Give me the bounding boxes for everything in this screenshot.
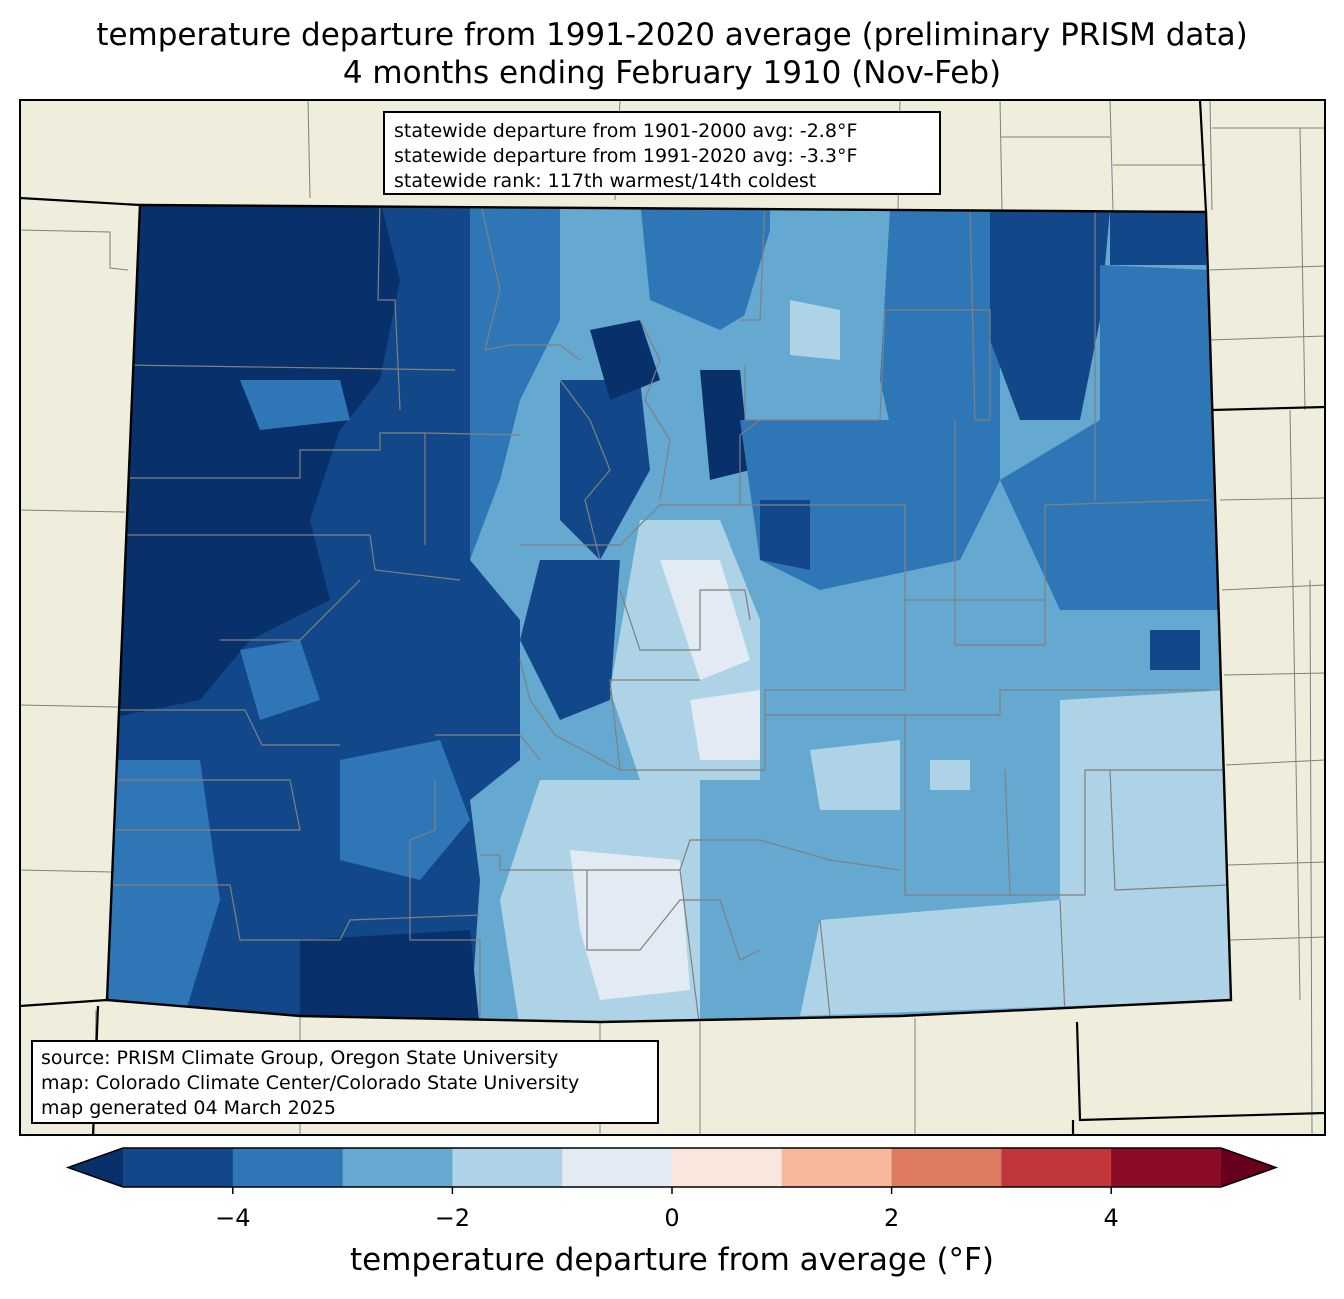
map-axes-frame <box>19 99 1326 1136</box>
colorbar-segment <box>891 1148 1002 1187</box>
colorbar-segment <box>123 1148 234 1187</box>
map-title-line1: temperature departure from 1991-2020 ave… <box>96 17 1248 53</box>
colorbar <box>65 1147 1279 1194</box>
colorbar-segment <box>672 1148 783 1187</box>
generated-date-line: map generated 04 March 2025 <box>41 1097 336 1119</box>
colorbar-label: temperature departure from average (°F) <box>350 1242 994 1278</box>
source-line: source: PRISM Climate Group, Oregon Stat… <box>41 1047 559 1069</box>
colorbar-under-extension <box>68 1148 123 1187</box>
colorbar-tick-label: −2 <box>434 1204 471 1232</box>
colorbar-segment <box>1111 1148 1222 1187</box>
statewide-stats-box: statewide departure from 1901-2000 avg: … <box>383 111 941 195</box>
colorbar-over-extension <box>1221 1148 1276 1187</box>
colorbar-segment <box>781 1148 893 1187</box>
colorbar-tick-label: −4 <box>215 1204 251 1232</box>
colorbar-tick-label: 4 <box>1103 1204 1119 1232</box>
colorbar-tick-label: 2 <box>883 1204 900 1232</box>
colorbar-segment <box>1001 1148 1112 1187</box>
stat-departure-1991-2020: statewide departure from 1991-2020 avg: … <box>394 145 858 167</box>
colorbar-outline <box>65 1147 1279 1188</box>
colorbar-tick-label: 0 <box>664 1204 680 1232</box>
stat-departure-1901-2000: statewide departure from 1901-2000 avg: … <box>394 120 858 142</box>
map-title-line2: 4 months ending February 1910 (Nov-Feb) <box>342 55 1002 91</box>
temperature-departure-field <box>107 205 1231 1022</box>
stat-rank: statewide rank: 117th warmest/14th colde… <box>394 170 817 192</box>
colorbar-segment <box>342 1148 453 1187</box>
neighbor-state-borders <box>19 99 1326 1136</box>
map-credit-line: map: Colorado Climate Center/Colorado St… <box>41 1072 580 1094</box>
source-credit-box: source: PRISM Climate Group, Oregon Stat… <box>31 1040 659 1124</box>
colorbar-segment <box>232 1148 344 1187</box>
colorbar-segment <box>452 1148 563 1187</box>
colorado-state-border <box>105 203 1233 1024</box>
colorbar-segment <box>562 1148 673 1187</box>
colorado-county-lines <box>112 205 1229 1022</box>
